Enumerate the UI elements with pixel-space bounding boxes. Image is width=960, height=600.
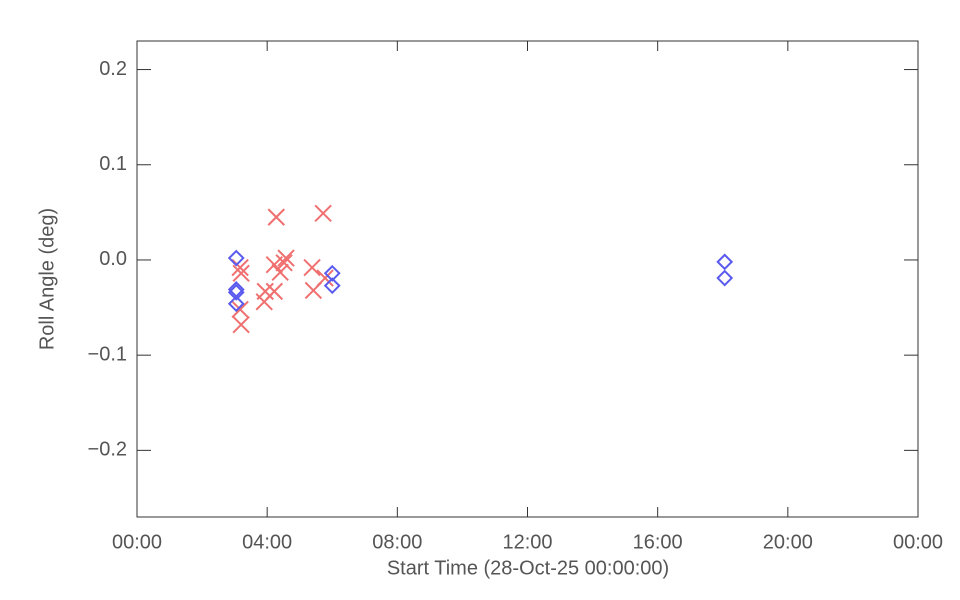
x-marker <box>275 254 293 272</box>
x-tick-label: 12:00 <box>502 531 552 553</box>
diamond-marker <box>227 249 245 267</box>
x-marker <box>271 263 289 282</box>
diamond-marker <box>323 277 341 295</box>
y-tick-label: 0.0 <box>99 248 127 270</box>
x-marker-stroke <box>265 282 284 301</box>
x-marker <box>277 249 295 267</box>
diamond-marker <box>716 269 734 287</box>
x-marker-stroke <box>316 269 334 287</box>
x-marker <box>232 264 250 282</box>
diamond-marker <box>227 295 245 313</box>
x-marker <box>314 204 332 223</box>
x-marker <box>267 208 285 226</box>
x-marker-stroke <box>271 263 289 282</box>
x-marker <box>265 282 284 301</box>
x-marker-stroke <box>231 300 249 319</box>
y-axis-label: Roll Angle (deg) <box>36 208 58 350</box>
x-tick-label: 16:00 <box>633 531 683 553</box>
x-marker-stroke <box>256 282 274 301</box>
plot-frame <box>136 40 919 518</box>
y-tick-label: −0.2 <box>88 439 127 461</box>
x-axis-label: Start Time (28-Oct-25 00:00:00) <box>387 557 669 579</box>
diamond-marker <box>323 264 341 282</box>
x-marker-stroke <box>314 204 332 223</box>
x-marker-stroke <box>232 264 250 282</box>
x-marker-stroke <box>277 249 295 267</box>
x-tick-label: 00:00 <box>893 531 943 553</box>
x-marker-stroke <box>303 258 321 277</box>
x-marker <box>303 258 321 277</box>
x-marker <box>231 300 249 319</box>
x-tick-label: 08:00 <box>372 531 422 553</box>
x-tick-label: 20:00 <box>763 531 813 553</box>
x-marker-stroke <box>267 208 285 226</box>
x-tick-label: 04:00 <box>242 531 292 553</box>
x-tick-label: 00:00 <box>112 531 162 553</box>
x-marker <box>316 269 334 287</box>
y-tick-label: 0.2 <box>99 58 127 80</box>
x-marker-stroke <box>232 315 250 334</box>
diamond-marker <box>227 283 245 301</box>
x-marker-stroke <box>231 258 249 277</box>
x-marker-stroke <box>275 254 293 272</box>
y-tick-label: −0.1 <box>88 343 127 365</box>
y-tick-label: 0.1 <box>99 153 127 175</box>
x-marker <box>232 315 250 334</box>
diamond-marker <box>716 253 734 271</box>
x-marker <box>256 282 274 301</box>
